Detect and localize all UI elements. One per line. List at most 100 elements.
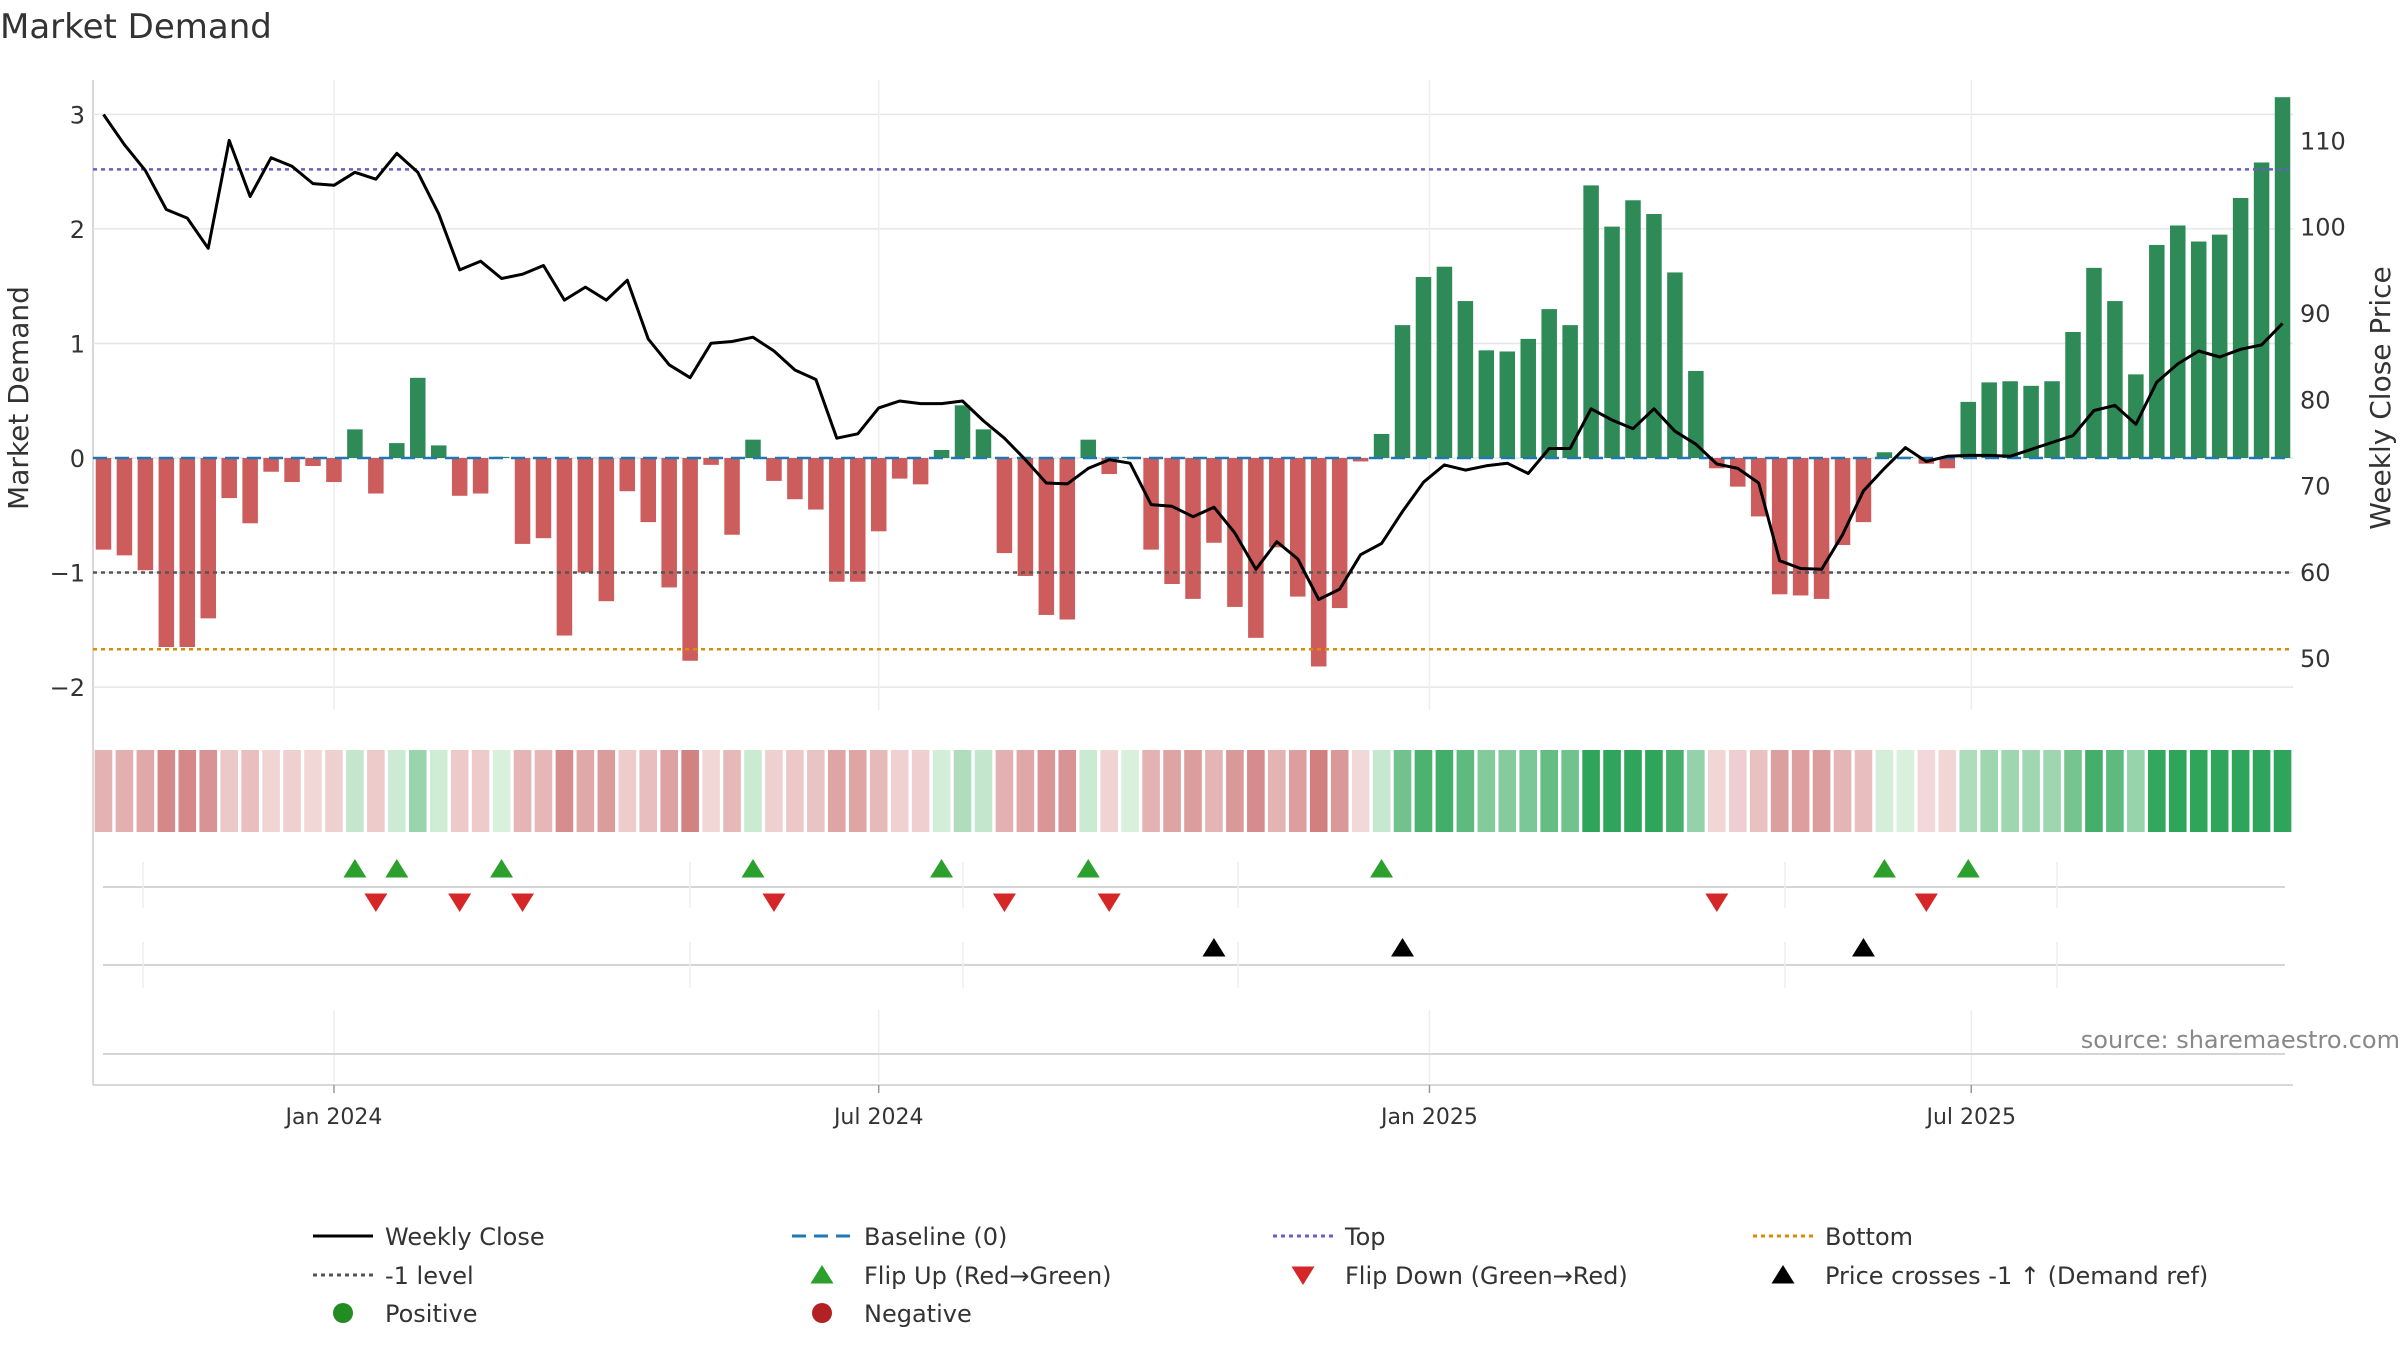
flip-up-marker bbox=[741, 859, 765, 878]
strip-cell bbox=[1603, 750, 1621, 832]
legend-swatch bbox=[333, 1303, 353, 1323]
demand-bar bbox=[975, 429, 992, 458]
y-tick-label-left: −1 bbox=[50, 560, 85, 588]
demand-bar bbox=[95, 458, 112, 550]
axis-ticks: −2 −1 0 1 2 3 50 60 70 80 90 100 110 Jan 2024 Jul 2024… bbox=[50, 101, 2346, 1130]
strip-cell bbox=[1058, 750, 1077, 832]
strip-cell bbox=[995, 750, 1014, 832]
y-tick-label-right: 110 bbox=[2300, 127, 2346, 155]
flip-down-marker bbox=[1914, 893, 1938, 912]
y-tick-label-right: 50 bbox=[2300, 645, 2331, 673]
strip-cell bbox=[681, 750, 699, 832]
demand-bar bbox=[1520, 338, 1536, 458]
demand-bar bbox=[996, 458, 1013, 554]
legend: Weekly Close Baseline (0) Top Bottom -1 leve… bbox=[313, 1223, 2208, 1328]
strip-cell bbox=[660, 750, 678, 832]
strip-cell bbox=[2148, 750, 2166, 832]
strip-cell bbox=[1435, 750, 1454, 832]
y-tick-label-right: 70 bbox=[2300, 473, 2331, 501]
strip-cell bbox=[1896, 750, 1915, 832]
strip-cell bbox=[807, 750, 825, 832]
strip-cell bbox=[2127, 750, 2145, 832]
strip-cell bbox=[1624, 750, 1642, 832]
demand-bar bbox=[850, 458, 866, 582]
strip-cell bbox=[911, 750, 930, 832]
demand-bar bbox=[347, 429, 363, 458]
strip-cell bbox=[1708, 750, 1726, 832]
demand-bar bbox=[1583, 185, 1599, 458]
demand-bar bbox=[305, 458, 321, 467]
flip-up-marker bbox=[1076, 859, 1100, 878]
strip-cell bbox=[1226, 750, 1244, 832]
strip-cell bbox=[1351, 750, 1370, 832]
strip-cell bbox=[1016, 750, 1035, 832]
price-cross-marker bbox=[1202, 938, 1226, 957]
demand-bar bbox=[472, 458, 489, 494]
strip-cell bbox=[828, 750, 846, 832]
demand-bar bbox=[1185, 458, 1201, 599]
strip-cell bbox=[241, 750, 259, 832]
strip-cell bbox=[1770, 750, 1789, 832]
demand-bar bbox=[933, 449, 950, 458]
demand-bar bbox=[1331, 458, 1348, 609]
strip-cell bbox=[1414, 750, 1433, 832]
demand-bar bbox=[1038, 458, 1055, 615]
strip-cell bbox=[765, 750, 783, 832]
weekly-close-line bbox=[102, 113, 2284, 601]
demand-bar bbox=[1394, 325, 1411, 458]
legend-label: Flip Up (Red→Green) bbox=[864, 1262, 1112, 1290]
strip-cell bbox=[2022, 750, 2040, 832]
y-tick-label-left: 2 bbox=[70, 216, 85, 244]
strip-cell bbox=[1875, 750, 1894, 832]
demand-bar bbox=[912, 458, 929, 485]
demand-bar bbox=[1436, 266, 1453, 458]
strip-cell bbox=[1519, 750, 1538, 832]
demand-bar bbox=[1792, 458, 1809, 596]
strip-cell bbox=[2210, 750, 2229, 832]
demand-bar bbox=[2023, 385, 2039, 458]
strip-cell bbox=[953, 750, 972, 832]
strip-cell bbox=[1247, 750, 1265, 832]
strip-cell bbox=[1959, 750, 1978, 832]
strip-cell bbox=[1142, 750, 1160, 832]
strip-cell bbox=[1330, 750, 1349, 832]
y-tick-label-right: 60 bbox=[2300, 559, 2331, 587]
demand-bar bbox=[1352, 458, 1369, 462]
strip-cell bbox=[1666, 750, 1684, 832]
demand-bar bbox=[137, 458, 154, 571]
strip-cell bbox=[136, 750, 155, 832]
legend-label: Bottom bbox=[1825, 1223, 1913, 1251]
strip-cell bbox=[304, 750, 322, 832]
x-tick-label: Jul 2024 bbox=[832, 1105, 924, 1130]
strip-cell bbox=[1456, 750, 1475, 832]
demand-bar bbox=[1310, 458, 1327, 667]
demand-bar bbox=[2170, 225, 2186, 458]
strip-cell bbox=[1288, 750, 1307, 832]
legend-swatch bbox=[812, 1303, 832, 1323]
demand-bar bbox=[221, 458, 237, 499]
strip-cell bbox=[932, 750, 951, 832]
demand-bar bbox=[766, 458, 782, 481]
strip-cell bbox=[367, 750, 385, 832]
legend-label: -1 level bbox=[385, 1262, 474, 1290]
legend-label: Baseline (0) bbox=[864, 1223, 1007, 1251]
strip-cell bbox=[2106, 750, 2124, 832]
demand-bar bbox=[682, 458, 698, 661]
y-tick-label-right: 100 bbox=[2300, 214, 2346, 242]
demand-bar bbox=[1939, 458, 1956, 469]
demand-bar bbox=[2211, 234, 2228, 458]
y-tick-label-left: 3 bbox=[70, 101, 85, 129]
demand-bar bbox=[1604, 226, 1620, 458]
legend-swatch bbox=[1291, 1266, 1315, 1285]
strip-cell bbox=[618, 750, 637, 832]
strip-cell bbox=[2252, 750, 2271, 832]
strip-cell bbox=[1791, 750, 1810, 832]
demand-bar bbox=[2149, 244, 2165, 458]
y-axis-label-right: Weekly Close Price bbox=[2364, 266, 2397, 529]
strip-cell bbox=[1309, 750, 1328, 832]
strip-cell bbox=[157, 750, 176, 832]
flip-up-marker bbox=[490, 859, 514, 878]
strip-cell bbox=[597, 750, 616, 832]
strip-cell bbox=[1121, 750, 1139, 832]
